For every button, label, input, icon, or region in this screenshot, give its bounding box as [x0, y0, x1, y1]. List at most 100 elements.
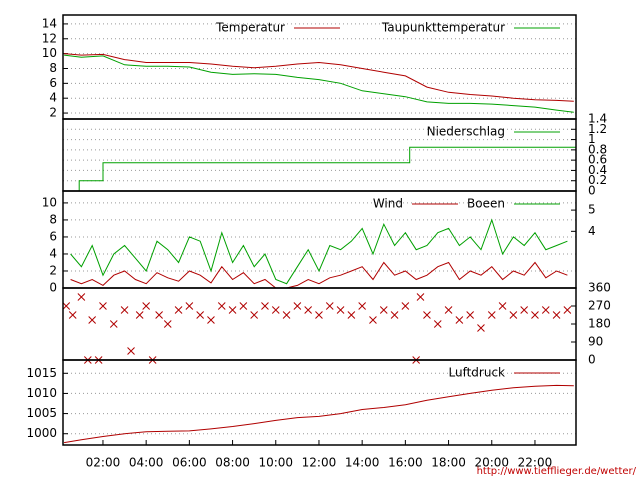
x-tick-label: 08:00: [215, 456, 250, 470]
scatter-point: [250, 311, 259, 319]
scatter-point: [369, 316, 377, 324]
series-line: [64, 53, 574, 102]
y2-tick-label: 1.4: [588, 112, 607, 126]
y2-tick-label: 1: [588, 132, 596, 146]
scatter-point: [358, 302, 367, 310]
y2-tick-label: 5: [588, 203, 596, 217]
y-tick-label: 2: [49, 106, 57, 120]
scatter-point: [541, 306, 550, 314]
scatter-point: [239, 302, 248, 310]
scatter-point: [466, 311, 475, 319]
scatter-point: [416, 293, 425, 301]
footer: http://www.tiefflieger.de/wetter/: [477, 466, 637, 477]
x-tick-label: 16:00: [388, 456, 423, 470]
scatter-point: [336, 306, 345, 314]
y2-tick-label: 4: [588, 224, 596, 238]
scatter-point: [228, 306, 237, 314]
legend-label: Luftdruck: [448, 366, 505, 380]
y-tick-label: 8: [49, 61, 57, 75]
y-tick-label: 10: [42, 46, 57, 60]
scatter-point: [423, 311, 431, 319]
scatter-point: [487, 311, 496, 319]
scatter-point: [563, 306, 572, 314]
series-line: [78, 146, 576, 191]
x-tick-label: 10:00: [258, 456, 293, 470]
y2-tick-label: 90: [588, 335, 603, 349]
y-tick-label: 0: [49, 281, 57, 295]
y-tick-label: 10: [42, 195, 57, 209]
scatter-point: [261, 302, 269, 310]
y-tick-label: 6: [49, 76, 57, 90]
y2-tick-label: 180: [588, 317, 611, 331]
y-tick-label: 4: [49, 91, 57, 105]
scatter-point: [379, 306, 388, 314]
legend-label: Niederschlag: [427, 125, 505, 139]
scatter-point: [552, 311, 561, 319]
y-tick-label: 2: [49, 263, 57, 277]
y2-tick-label: 0.8: [588, 142, 607, 156]
x-tick-label: 20:00: [474, 456, 509, 470]
scatter-point: [444, 306, 453, 314]
scatter-point: [163, 320, 172, 328]
y2-tick-label: 0.2: [588, 173, 607, 187]
y-tick-label: 6: [49, 229, 57, 243]
y2-tick-label: 0.6: [588, 153, 607, 167]
scatter-point: [174, 306, 183, 314]
scatter-point: [62, 302, 71, 310]
y-tick-label: 12: [42, 31, 57, 45]
scatter-point: [142, 302, 151, 310]
y2-tick-label: 270: [588, 299, 611, 313]
x-tick-label: 14:00: [345, 456, 380, 470]
scatter-point: [68, 311, 77, 319]
scatter-point: [196, 311, 205, 319]
scatter-point: [271, 306, 280, 314]
y2-tick-label: 1.2: [588, 122, 607, 136]
scatter-point: [477, 324, 485, 332]
y-tick-label: 14: [42, 16, 57, 30]
scatter-point: [347, 311, 356, 319]
y2-tick-label: 0: [588, 184, 596, 198]
series-line: [70, 261, 568, 289]
series-line: [70, 218, 568, 285]
series-line: [64, 384, 574, 444]
legend-label: Boeen: [467, 197, 505, 211]
x-tick-label: 06:00: [172, 456, 207, 470]
y-tick-label: 1000: [26, 426, 57, 440]
x-tick-label: 18:00: [431, 456, 466, 470]
scatter-point: [109, 320, 118, 328]
y-tick-label: 1015: [26, 366, 57, 380]
scatter-point: [455, 316, 464, 324]
y2-tick-label: 0.4: [588, 163, 607, 177]
scatter-point: [155, 311, 163, 319]
scatter-point: [531, 311, 539, 319]
scatter-point: [282, 311, 291, 319]
scatter-point: [293, 302, 302, 310]
x-tick-label: 12:00: [302, 456, 337, 470]
scatter-point: [88, 316, 97, 324]
scatter-point: [217, 302, 226, 310]
scatter-point: [325, 302, 334, 310]
x-tick-label: 04:00: [129, 456, 164, 470]
y-tick-label: 4: [49, 246, 57, 260]
legend-label: Temperatur: [215, 21, 285, 35]
scatter-point: [77, 293, 86, 301]
scatter-point: [315, 311, 323, 319]
x-tick-label: 02:00: [86, 456, 121, 470]
scatter-point: [509, 311, 518, 319]
y-tick-label: 1010: [26, 386, 57, 400]
panel-frame: [62, 287, 577, 361]
scatter-point: [433, 320, 442, 328]
scatter-point: [207, 316, 215, 324]
y2-tick-label: 0: [588, 353, 596, 367]
scatter-point: [135, 311, 144, 319]
panel-frame: [62, 359, 577, 446]
scatter-point: [390, 311, 399, 319]
legend-label: Wind: [373, 197, 403, 211]
y-tick-label: 8: [49, 212, 57, 226]
scatter-point: [127, 347, 135, 355]
scatter-point: [520, 306, 529, 314]
scatter-point: [99, 302, 107, 310]
series-line: [64, 54, 574, 113]
